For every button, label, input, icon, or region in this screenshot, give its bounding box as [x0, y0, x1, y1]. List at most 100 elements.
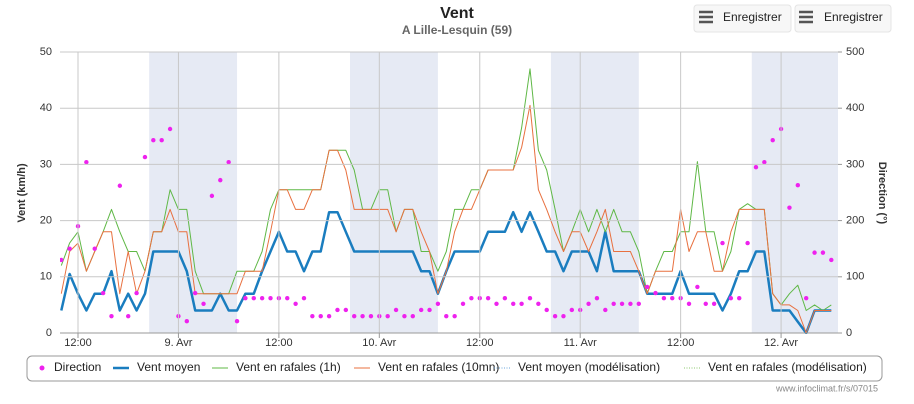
direction-dot [695, 284, 700, 290]
x-tick-label: 12:00 [265, 337, 293, 349]
legend-label: Vent moyen [137, 360, 200, 374]
direction-dot [720, 240, 725, 246]
x-tick-label: 12:00 [466, 337, 494, 349]
direction-dot [611, 301, 616, 306]
direction-dot [385, 313, 390, 319]
night-band [751, 52, 838, 333]
x-tick-label: 9. Avr [164, 337, 192, 349]
direction-dot [770, 138, 775, 143]
direction-dot [561, 313, 566, 319]
direction-dot [644, 284, 650, 290]
direction-dot [536, 301, 541, 306]
direction-dot [126, 313, 131, 319]
direction-dot [60, 257, 64, 263]
series-line [60, 104, 832, 334]
direction-dot [829, 257, 834, 263]
direction-dot [301, 295, 307, 301]
direction-dot [435, 301, 441, 306]
y-axis-title: Vent (km/h) [16, 163, 28, 223]
y-tick-label: 20 [40, 215, 52, 227]
direction-dot [728, 295, 734, 301]
direction-dot [812, 250, 817, 255]
legend-label: Vent en rafales (10mn) [378, 360, 499, 374]
direction-dot [485, 295, 491, 301]
direction-dot [134, 290, 139, 296]
direction-dot [285, 295, 290, 301]
direction-dot [795, 182, 801, 188]
export-button[interactable]: Enregistrer [693, 4, 792, 33]
direction-dot [418, 307, 424, 313]
direction-dot [762, 159, 767, 165]
direction-dot [167, 126, 173, 132]
legend-label: Vent moyen (modélisation) [518, 360, 660, 374]
button-label: Enregistrer [723, 10, 782, 24]
direction-dot [753, 165, 759, 170]
direction-dot [192, 290, 198, 296]
direction-dot [201, 301, 206, 306]
menu-icon [699, 10, 713, 24]
direction-dot [209, 193, 215, 199]
chart-subtitle: A Lille-Lesquin (59) [402, 23, 512, 37]
direction-dot [628, 301, 633, 306]
y2-tick-label: 200 [846, 215, 864, 227]
button-box [794, 4, 892, 33]
direction-dot [243, 295, 248, 301]
direction-dot [92, 246, 97, 251]
y2-tick-label: 100 [846, 271, 864, 283]
direction-dot [109, 313, 114, 319]
direction-dot [117, 183, 123, 188]
direction-dot [402, 313, 407, 319]
legend-label: Vent en rafales (1h) [236, 360, 341, 374]
menu-icon [799, 10, 813, 24]
direction-dot [84, 159, 89, 165]
legend-marker [39, 365, 45, 371]
direction-dot [552, 313, 558, 319]
credit: www.infoclimat.fr/s/07015 [775, 383, 878, 393]
direction-dot [636, 301, 641, 306]
direction-dot [803, 295, 809, 301]
night-band [350, 52, 438, 333]
chart-title: Vent [440, 5, 474, 22]
direction-dot [159, 138, 164, 143]
direction-dot [268, 295, 273, 301]
x-tick-label: 11. Avr [564, 337, 598, 349]
direction-dot [737, 295, 742, 301]
direction-dot [352, 313, 357, 319]
direction-dot [218, 177, 223, 183]
direction-dot [452, 313, 457, 319]
direction-dot [251, 295, 256, 301]
direction-dot [293, 301, 298, 306]
x-tick-label: 12:00 [667, 337, 695, 349]
direction-dot [686, 301, 692, 306]
direction-dot [335, 307, 340, 313]
y2-tick-label: 400 [846, 102, 864, 114]
direction-dot [670, 295, 675, 301]
button-box [693, 4, 792, 33]
direction-dot [360, 313, 365, 319]
series-line [60, 68, 832, 311]
night-band [550, 52, 639, 333]
y2-tick-label: 300 [846, 158, 864, 170]
direction-dot [259, 295, 265, 301]
direction-dot [820, 250, 826, 255]
direction-dot [502, 295, 508, 301]
direction-dot [226, 159, 231, 165]
direction-dot [427, 307, 432, 313]
direction-dot [586, 301, 591, 306]
direction-dot [318, 313, 323, 319]
direction-dot [511, 301, 516, 306]
direction-dot [142, 154, 148, 160]
direction-dot [184, 318, 190, 324]
export-button[interactable]: Enregistrer [794, 4, 892, 33]
direction-dot [711, 301, 717, 306]
direction-dot [326, 313, 332, 319]
direction-dot [151, 138, 156, 143]
legend-label: Vent en rafales (modélisation) [708, 360, 867, 374]
direction-dot [569, 307, 575, 313]
direction-dot [67, 246, 72, 251]
night-band [149, 52, 238, 333]
x-tick-label: 10. Avr [362, 337, 396, 349]
legend-box [26, 355, 883, 382]
direction-dot [368, 313, 374, 319]
